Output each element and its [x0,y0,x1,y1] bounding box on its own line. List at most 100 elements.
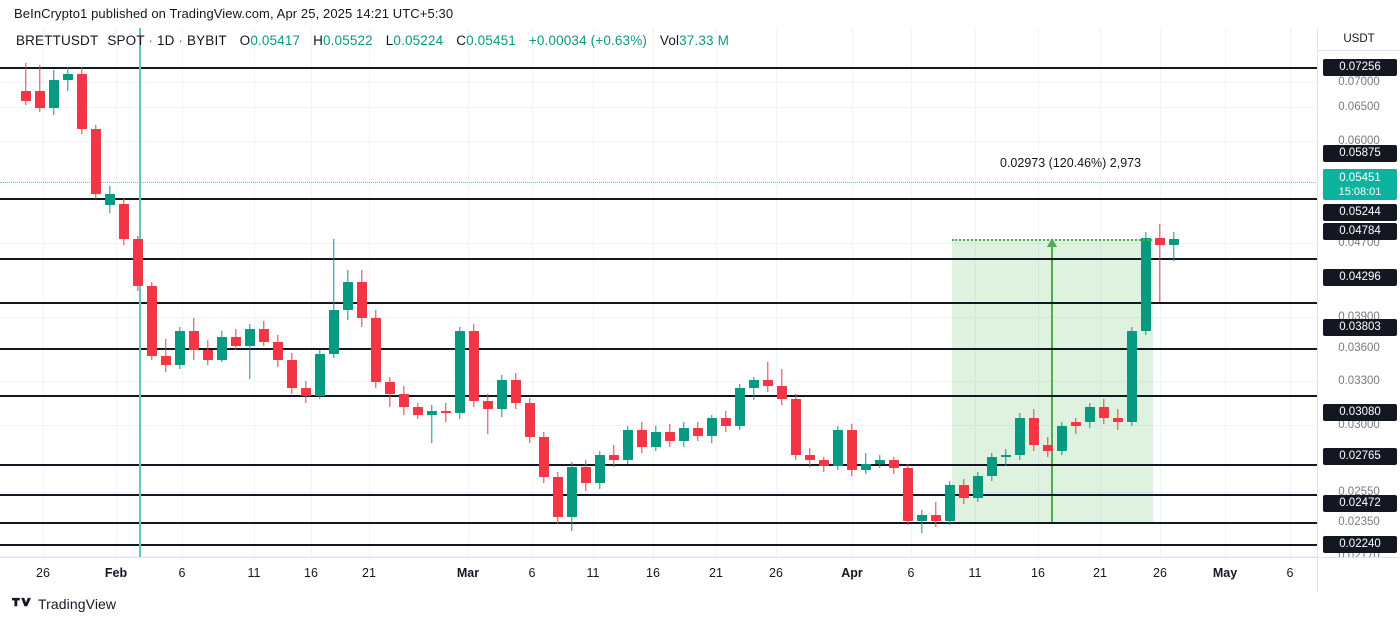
candlestick[interactable] [651,28,661,557]
support-resistance-line[interactable] [0,521,1318,524]
price-level-badge[interactable]: 0.04784 [1323,223,1397,240]
candlestick[interactable] [749,28,759,557]
candlestick[interactable] [679,28,689,557]
candlestick[interactable] [525,28,535,557]
time-scale[interactable]: 26 Feb 6 11 16 21 Mar 6 11 16 21 26 Apr 6 11 16 21 26 May 6 [0,557,1318,592]
current-price-badge[interactable]: 0.05451 15:08:01 [1323,169,1397,200]
candlestick[interactable] [875,28,885,557]
candlestick[interactable] [329,28,339,557]
price-level-badge[interactable]: 0.07256 [1323,59,1397,76]
candlestick[interactable] [595,28,605,557]
candlestick[interactable] [889,28,899,557]
candlestick[interactable] [959,28,969,557]
candlestick[interactable] [847,28,857,557]
candlestick[interactable] [1155,28,1165,557]
support-resistance-line[interactable] [0,494,1318,497]
candlestick[interactable] [469,28,479,557]
support-resistance-line[interactable] [0,198,1318,201]
candlestick[interactable] [903,28,913,557]
candlestick[interactable] [931,28,941,557]
support-resistance-line[interactable] [0,544,1318,546]
candlestick[interactable] [819,28,829,557]
candlestick[interactable] [385,28,395,557]
candlestick[interactable] [1169,28,1179,557]
candlestick[interactable] [357,28,367,557]
price-level-badge[interactable]: 0.03803 [1323,319,1397,336]
candlestick[interactable] [427,28,437,557]
candlestick[interactable] [763,28,773,557]
candlestick[interactable] [917,28,927,557]
candlestick[interactable] [119,28,129,557]
candlestick[interactable] [455,28,465,557]
candlestick[interactable] [1141,28,1151,557]
support-resistance-line[interactable] [0,258,1318,261]
candlestick[interactable] [301,28,311,557]
candlestick[interactable] [371,28,381,557]
candlestick[interactable] [693,28,703,557]
candlestick[interactable] [973,28,983,557]
candlestick[interactable] [245,28,255,557]
support-resistance-line[interactable] [0,464,1318,467]
price-level-badge[interactable]: 0.02240 [1323,536,1397,553]
candlestick[interactable] [217,28,227,557]
candlestick[interactable] [861,28,871,557]
candlestick[interactable] [315,28,325,557]
legend-symbol[interactable]: BRETTUSDT [16,33,99,48]
support-resistance-line[interactable] [0,302,1318,305]
candlestick[interactable] [623,28,633,557]
support-resistance-line[interactable] [0,67,1318,69]
price-level-badge[interactable]: 0.04296 [1323,269,1397,286]
candlestick[interactable] [567,28,577,557]
candlestick[interactable] [987,28,997,557]
candlestick[interactable] [161,28,171,557]
support-resistance-line[interactable] [0,395,1318,398]
candlestick[interactable] [77,28,87,557]
candlestick[interactable] [189,28,199,557]
candlestick[interactable] [1043,28,1053,557]
candlestick[interactable] [35,28,45,557]
candlestick[interactable] [133,28,143,557]
candlestick[interactable] [791,28,801,557]
candlestick[interactable] [553,28,563,557]
price-level-badge[interactable]: 0.02765 [1323,448,1397,465]
candlestick[interactable] [1113,28,1123,557]
candlestick[interactable] [105,28,115,557]
candlestick[interactable] [721,28,731,557]
candlestick[interactable] [511,28,521,557]
candlestick[interactable] [63,28,73,557]
candlestick[interactable] [539,28,549,557]
chart-pane[interactable]: 0.02973 (120.46%) 2,973 [0,28,1318,557]
candlestick[interactable] [1001,28,1011,557]
candlestick[interactable] [1029,28,1039,557]
candlestick[interactable] [581,28,591,557]
price-scale[interactable]: USDT 0.07000 0.06500 0.06000 0.04700 0.03900… [1317,28,1400,562]
price-level-badge[interactable]: 0.03080 [1323,404,1397,421]
candlestick[interactable] [833,28,843,557]
candlestick[interactable] [1057,28,1067,557]
candlestick[interactable] [735,28,745,557]
candlestick[interactable] [49,28,59,557]
candlestick[interactable] [399,28,409,557]
candlestick[interactable] [21,28,31,557]
candlestick[interactable] [637,28,647,557]
candlestick[interactable] [259,28,269,557]
price-level-badge[interactable]: 0.05244 [1323,204,1397,221]
candlestick[interactable] [91,28,101,557]
candlestick[interactable] [175,28,185,557]
candlestick[interactable] [343,28,353,557]
candlestick[interactable] [203,28,213,557]
candlestick[interactable] [441,28,451,557]
candlestick[interactable] [483,28,493,557]
support-resistance-line[interactable] [0,348,1318,351]
candlestick[interactable] [945,28,955,557]
candlestick[interactable] [805,28,815,557]
candlestick[interactable] [287,28,297,557]
candlestick[interactable] [273,28,283,557]
candlestick[interactable] [1099,28,1109,557]
candlestick[interactable] [147,28,157,557]
legend-interval[interactable]: 1D [156,33,175,48]
chart-legend[interactable]: BRETTUSDT SPOT · 1D · BYBIT O0.05417 H0.0… [16,33,729,48]
candlestick[interactable] [1127,28,1137,557]
candlestick[interactable] [609,28,619,557]
candlestick[interactable] [1015,28,1025,557]
